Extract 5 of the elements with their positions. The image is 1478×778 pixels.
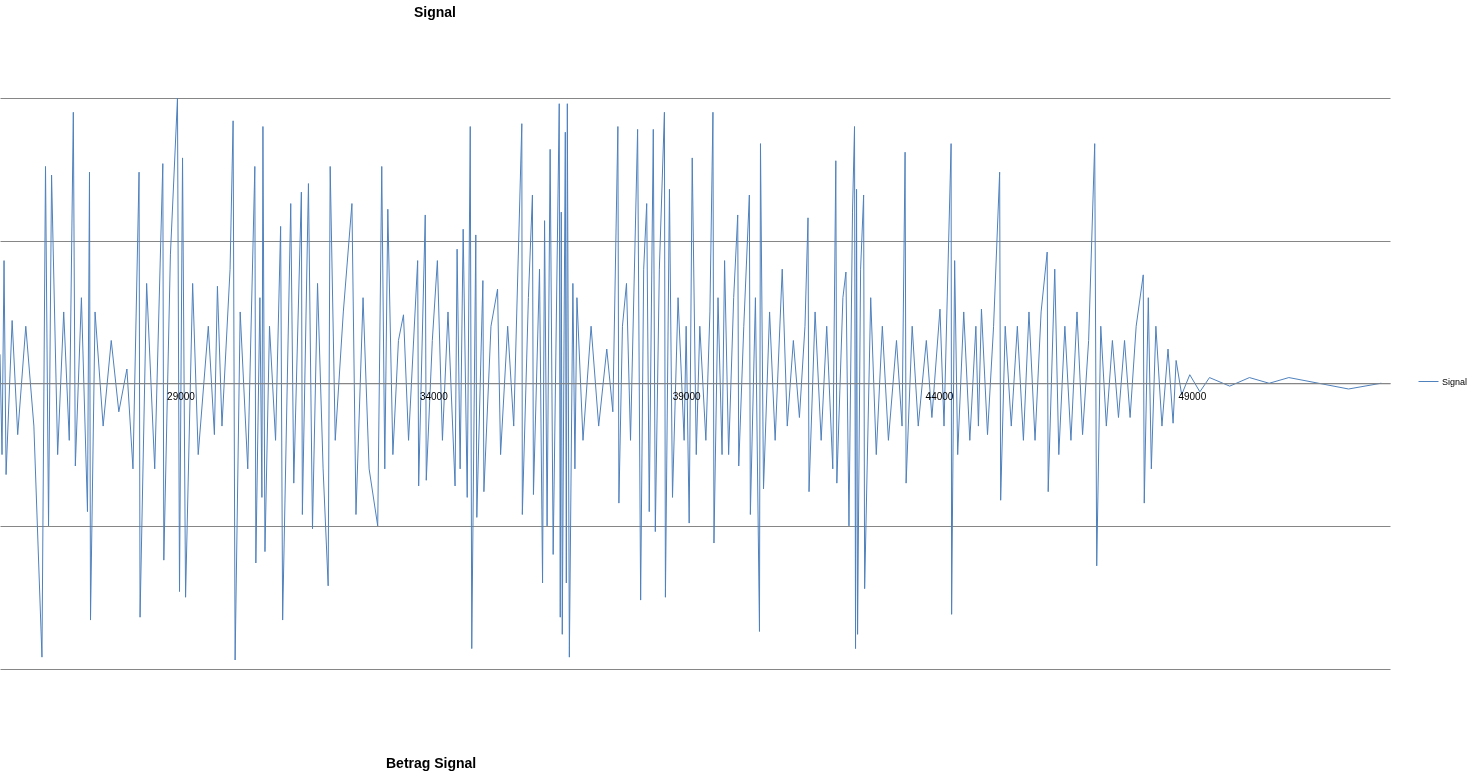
legend-label: Signal: [1442, 376, 1468, 387]
text: Betrag Signal: [386, 755, 477, 771]
x-tick-label: 34000: [419, 390, 449, 402]
x-tick-label: 49000: [1178, 390, 1207, 402]
chart-title: Signal: [414, 4, 457, 20]
